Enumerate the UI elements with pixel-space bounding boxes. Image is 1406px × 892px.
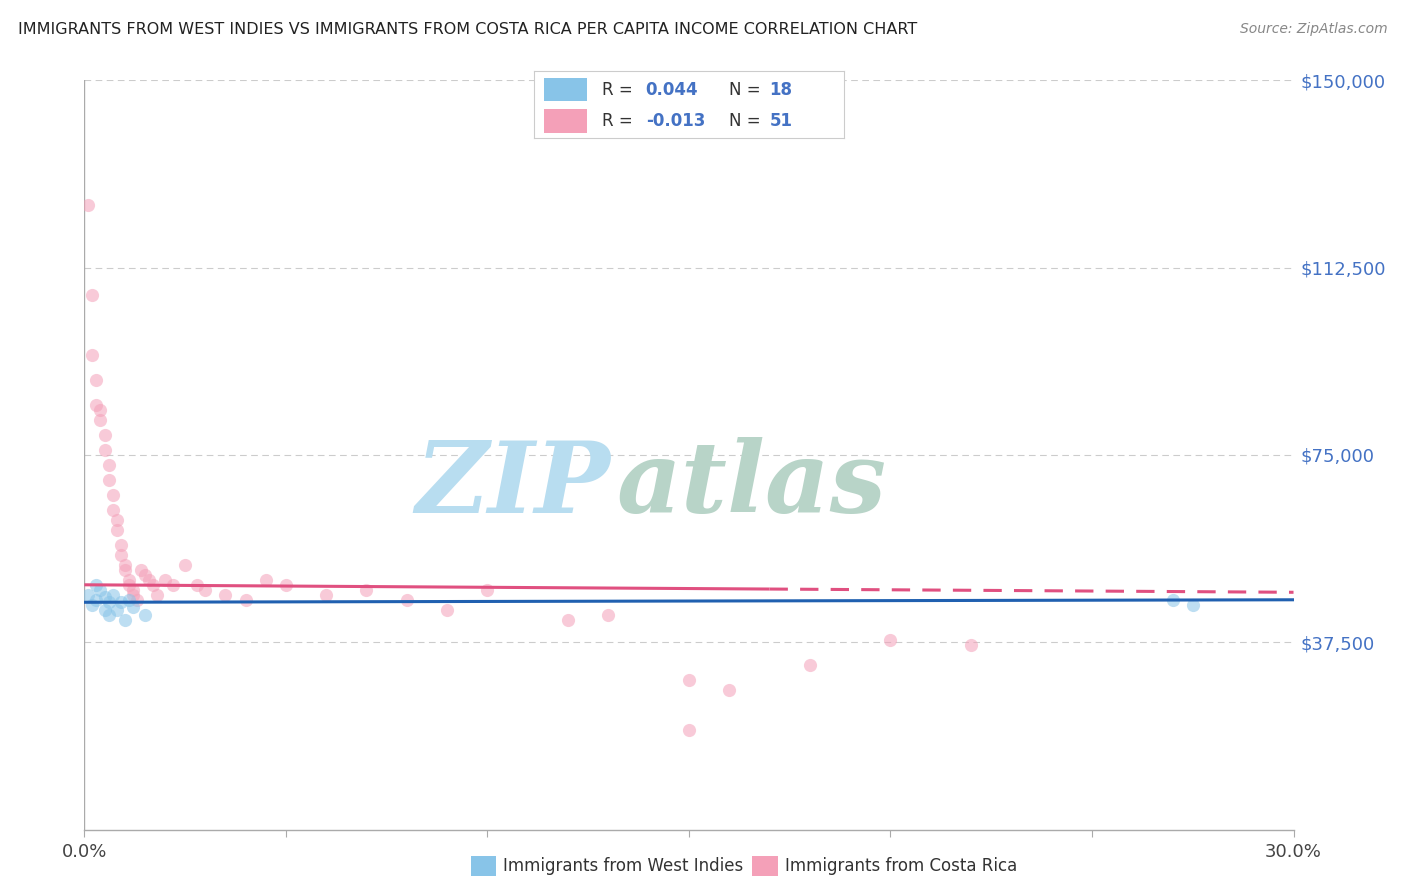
Point bbox=[101, 488, 124, 502]
Point bbox=[186, 578, 208, 592]
Point bbox=[153, 573, 176, 587]
Point bbox=[93, 603, 115, 617]
FancyBboxPatch shape bbox=[544, 78, 586, 102]
Point bbox=[114, 613, 136, 627]
Point bbox=[960, 638, 983, 652]
Point bbox=[93, 442, 115, 457]
Point bbox=[89, 582, 111, 597]
Point bbox=[129, 563, 152, 577]
Text: N =: N = bbox=[730, 81, 761, 99]
Point bbox=[118, 573, 141, 587]
Point bbox=[118, 578, 141, 592]
Point bbox=[110, 595, 132, 609]
Point bbox=[1181, 598, 1204, 612]
Point bbox=[86, 592, 108, 607]
Text: 51: 51 bbox=[769, 112, 793, 130]
Point bbox=[86, 398, 108, 412]
Point bbox=[86, 373, 108, 387]
Point bbox=[162, 578, 184, 592]
Point bbox=[315, 588, 337, 602]
Point bbox=[1161, 592, 1184, 607]
Text: Source: ZipAtlas.com: Source: ZipAtlas.com bbox=[1240, 22, 1388, 37]
Point bbox=[114, 558, 136, 572]
Point bbox=[110, 548, 132, 562]
Point bbox=[97, 607, 120, 622]
Point bbox=[89, 403, 111, 417]
Text: atlas: atlas bbox=[616, 437, 886, 533]
Text: ZIP: ZIP bbox=[415, 437, 610, 533]
Text: N =: N = bbox=[730, 112, 761, 130]
Point bbox=[146, 588, 169, 602]
Point bbox=[134, 567, 156, 582]
Point bbox=[138, 573, 160, 587]
Text: Immigrants from West Indies: Immigrants from West Indies bbox=[503, 857, 744, 875]
Point bbox=[97, 458, 120, 472]
Point bbox=[799, 657, 821, 672]
Point bbox=[86, 578, 108, 592]
Point bbox=[97, 595, 120, 609]
Point bbox=[77, 198, 100, 212]
Point bbox=[114, 563, 136, 577]
Point bbox=[82, 348, 104, 362]
Point bbox=[125, 592, 148, 607]
Point bbox=[214, 588, 236, 602]
Point bbox=[110, 538, 132, 552]
Point bbox=[121, 600, 143, 615]
Point bbox=[678, 673, 700, 687]
Text: R =: R = bbox=[602, 81, 633, 99]
Point bbox=[105, 513, 128, 527]
Point bbox=[678, 723, 700, 737]
FancyBboxPatch shape bbox=[544, 110, 586, 133]
Point bbox=[598, 607, 620, 622]
Point bbox=[82, 598, 104, 612]
Text: 0.044: 0.044 bbox=[645, 81, 699, 99]
Point bbox=[395, 592, 418, 607]
Point bbox=[436, 603, 458, 617]
Point bbox=[118, 592, 141, 607]
Point bbox=[718, 682, 741, 697]
Point bbox=[93, 428, 115, 442]
Text: IMMIGRANTS FROM WEST INDIES VS IMMIGRANTS FROM COSTA RICA PER CAPITA INCOME CORR: IMMIGRANTS FROM WEST INDIES VS IMMIGRANT… bbox=[18, 22, 918, 37]
Point bbox=[254, 573, 277, 587]
Point bbox=[356, 582, 378, 597]
Point bbox=[274, 578, 297, 592]
Point bbox=[77, 588, 100, 602]
Point bbox=[121, 582, 143, 597]
Point bbox=[97, 473, 120, 487]
Text: R =: R = bbox=[602, 112, 633, 130]
Point bbox=[89, 413, 111, 427]
Point bbox=[121, 588, 143, 602]
Point bbox=[235, 592, 257, 607]
Point bbox=[557, 613, 579, 627]
Point bbox=[93, 591, 115, 605]
Point bbox=[174, 558, 197, 572]
Point bbox=[879, 632, 901, 647]
Point bbox=[101, 588, 124, 602]
Text: 18: 18 bbox=[769, 81, 793, 99]
Point bbox=[194, 582, 217, 597]
Point bbox=[142, 578, 165, 592]
Point bbox=[82, 288, 104, 302]
Point bbox=[105, 523, 128, 537]
Text: Immigrants from Costa Rica: Immigrants from Costa Rica bbox=[785, 857, 1017, 875]
Point bbox=[101, 503, 124, 517]
Point bbox=[134, 607, 156, 622]
Point bbox=[105, 603, 128, 617]
Text: -0.013: -0.013 bbox=[645, 112, 704, 130]
Point bbox=[477, 582, 499, 597]
